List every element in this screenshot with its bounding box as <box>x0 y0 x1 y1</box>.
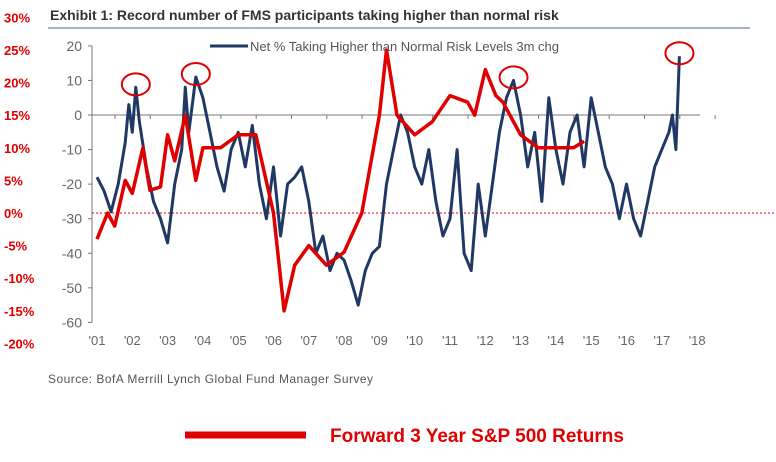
red-returns-line <box>95 48 586 313</box>
overlay-tick-label: 20% <box>4 76 30 91</box>
blue-risk-line <box>95 56 681 307</box>
x-tick-label: '13 <box>512 333 529 348</box>
overlay-tick-label: 25% <box>4 43 30 58</box>
x-tick-label: '15 <box>583 333 600 348</box>
x-tick-label: '07 <box>300 333 317 348</box>
overlay-tick-label: -15% <box>4 304 35 319</box>
x-tick-label: '17 <box>653 333 670 348</box>
x-tick-label: '05 <box>230 333 247 348</box>
overlay-tick-label: 5% <box>4 173 23 188</box>
source-text: Source: BofA Merrill Lynch Global Fund M… <box>48 372 373 386</box>
x-tick-label: '06 <box>265 333 282 348</box>
y-tick-label: -20 <box>62 176 82 192</box>
overlay-tick-label: 0% <box>4 206 23 221</box>
y-tick-label: -10 <box>62 142 82 158</box>
x-tick-label: '18 <box>689 333 706 348</box>
overlay-tick-label: -5% <box>4 239 28 254</box>
x-tick-label: '08 <box>336 333 353 348</box>
chart-title: Exhibit 1: Record number of FMS particip… <box>50 7 559 23</box>
peak-circle-annotation <box>120 72 151 97</box>
y-tick-label: 10 <box>66 72 82 88</box>
x-tick-label: '16 <box>618 333 635 348</box>
legend-label: Net % Taking Higher than Normal Risk Lev… <box>250 39 559 54</box>
peak-circle-annotation <box>664 41 695 66</box>
peak-circle-annotation <box>498 65 529 90</box>
overlay-tick-label: -20% <box>4 336 35 351</box>
peak-circle-annotation <box>180 61 211 86</box>
overlay-tick-label: 15% <box>4 108 30 123</box>
x-tick-label: '01 <box>89 333 106 348</box>
y-tick-label: 20 <box>66 38 82 54</box>
x-tick-label: '11 <box>442 333 458 348</box>
x-tick-label: '03 <box>159 333 176 348</box>
x-tick-label: '12 <box>477 333 494 348</box>
y-tick-label: -60 <box>62 314 82 330</box>
overlay-tick-label: 30% <box>4 10 30 25</box>
overlay-tick-label: 10% <box>4 141 30 156</box>
y-tick-label: 0 <box>74 107 82 123</box>
overlay-tick-label: -10% <box>4 271 35 286</box>
x-tick-label: '10 <box>406 333 423 348</box>
x-tick-label: '14 <box>547 333 564 348</box>
y-tick-label: -40 <box>62 245 82 261</box>
legend-red-label: Forward 3 Year S&P 500 Returns <box>330 426 624 447</box>
x-tick-label: '04 <box>194 333 211 348</box>
x-tick-label: '09 <box>371 333 388 348</box>
x-tick-label: '02 <box>124 333 141 348</box>
y-tick-label: -30 <box>62 211 82 227</box>
y-tick-label: -50 <box>62 280 82 296</box>
